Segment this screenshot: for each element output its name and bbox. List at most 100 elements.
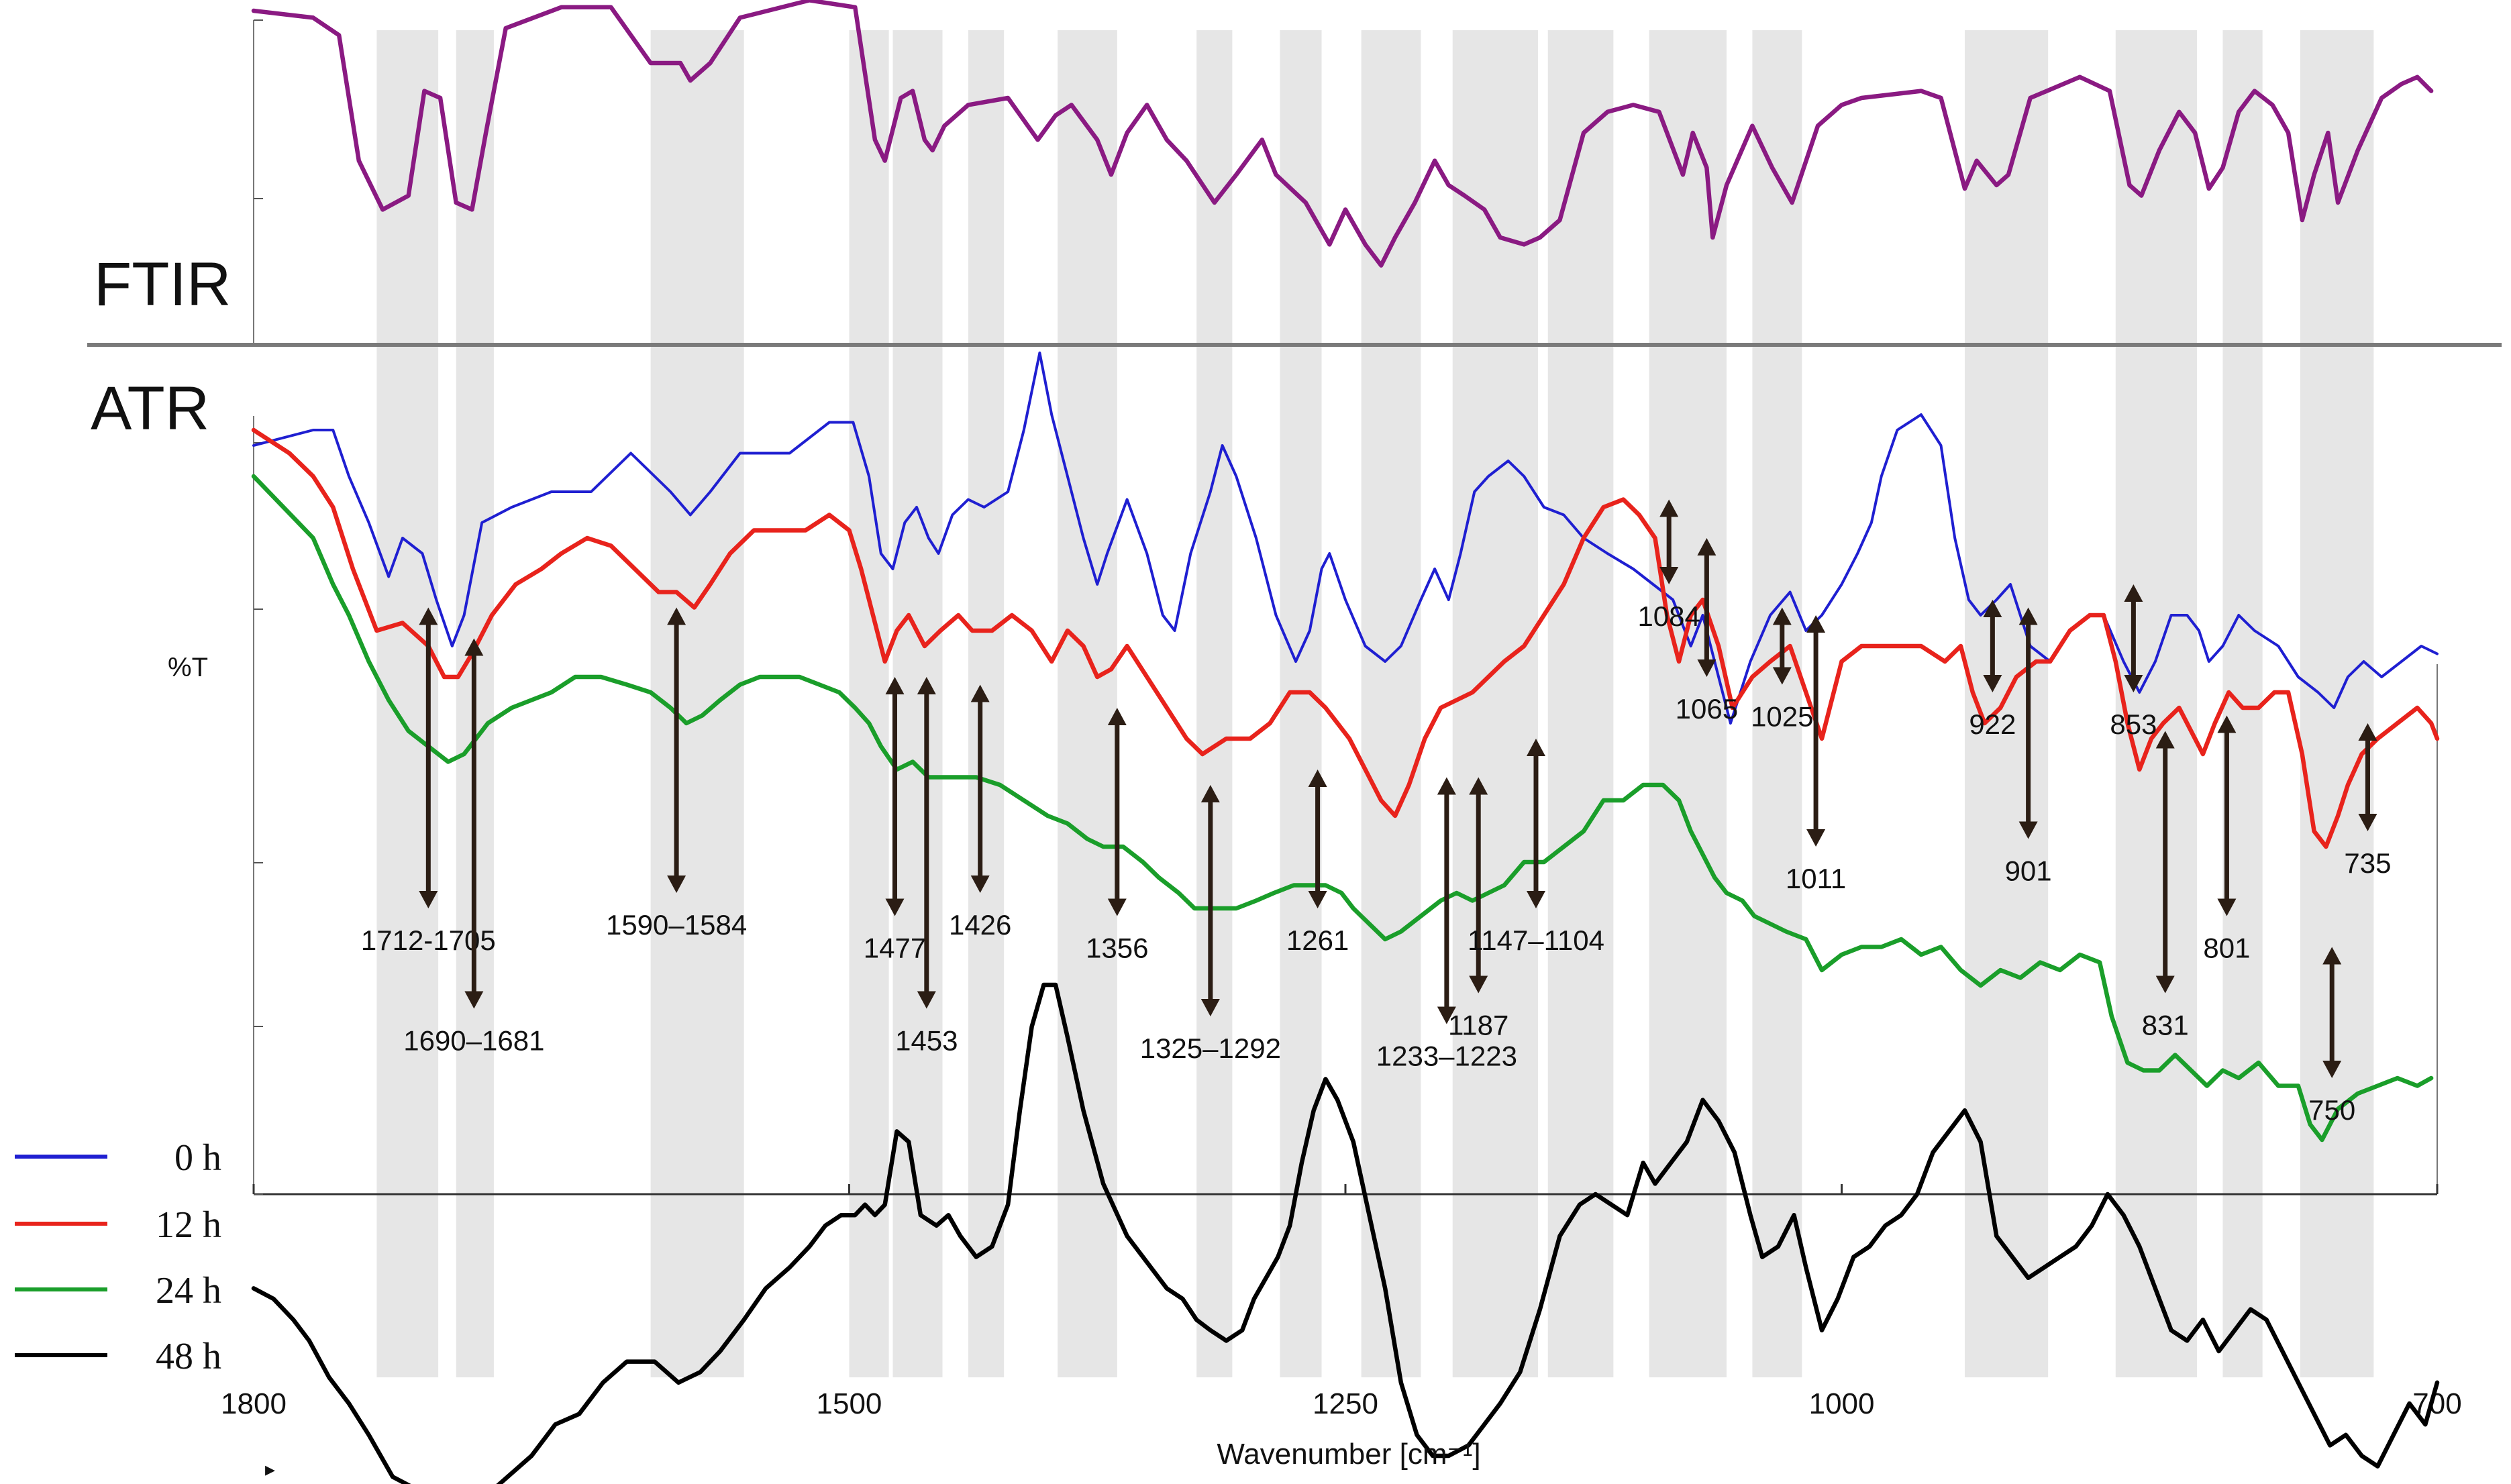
peak-label: 1147–1104 bbox=[1468, 924, 1604, 956]
section-label-ftir: FTIR bbox=[94, 250, 231, 319]
peak-arrow-head-down bbox=[1697, 659, 1716, 677]
peak-annotation-1233–1223: 1233–1223 bbox=[1376, 777, 1517, 1072]
peak-annotation-1011: 1011 bbox=[1786, 615, 1846, 894]
peak-arrow-head-up bbox=[2322, 947, 2342, 965]
peak-arrow-head-down bbox=[970, 876, 990, 893]
peak-arrow-head-up bbox=[1772, 607, 1792, 625]
shaded-band-10 bbox=[1361, 30, 1421, 1377]
peak-arrow-head-down bbox=[1308, 891, 1327, 908]
peak-annotation-1453: 1453 bbox=[895, 677, 958, 1057]
peak-arrow-head-up bbox=[1107, 708, 1127, 725]
x-axis-title: Wavenumber [cm⁻¹] bbox=[1217, 1438, 1480, 1471]
peak-arrow-head-up bbox=[2124, 584, 2143, 602]
shaded-band-17 bbox=[2222, 30, 2263, 1377]
peak-arrow-head-down bbox=[2124, 675, 2143, 692]
shaded-band-11 bbox=[1452, 30, 1538, 1377]
peak-arrow-head-down bbox=[1437, 1006, 1456, 1024]
shaded-band-9 bbox=[1280, 30, 1322, 1377]
peak-arrow-head-up bbox=[1308, 770, 1327, 787]
series-line-0-h bbox=[252, 352, 2439, 725]
corner-mark: ▸ bbox=[265, 1459, 275, 1481]
peak-annotation-1356: 1356 bbox=[1086, 708, 1149, 964]
peak-annotation-1084: 1084 bbox=[1637, 499, 1700, 632]
x-tick-label-1000: 1000 bbox=[1809, 1387, 1875, 1420]
peak-label: 1233–1223 bbox=[1376, 1041, 1517, 1072]
peak-annotation-922: 922 bbox=[1969, 600, 2016, 740]
peak-arrow-head-down bbox=[2322, 1061, 2342, 1078]
legend-label-12-h: 12 h bbox=[156, 1204, 221, 1246]
x-tick-label-700: 700 bbox=[2412, 1387, 2461, 1420]
section-label-atr: ATR bbox=[91, 374, 209, 443]
peak-arrow-head-up bbox=[885, 677, 905, 694]
peak-label: 831 bbox=[2142, 1010, 2189, 1041]
peak-label: 735 bbox=[2344, 847, 2391, 879]
peak-label: 922 bbox=[1969, 708, 2016, 740]
peak-annotation-1426: 1426 bbox=[949, 684, 1011, 941]
peak-annotation-1690–1681: 1690–1681 bbox=[403, 638, 544, 1057]
series-line-48-h bbox=[251, 982, 2440, 1484]
peak-arrow-head-down bbox=[419, 891, 438, 908]
peak-label: 1325–1292 bbox=[1140, 1032, 1281, 1064]
peak-arrow-head-down bbox=[2358, 814, 2377, 831]
peak-arrow-head-up bbox=[1526, 739, 1545, 756]
peak-arrow-head-up bbox=[2155, 731, 2175, 749]
legend-label-0-h: 0 h bbox=[174, 1137, 221, 1179]
peak-arrow-head-down bbox=[1659, 567, 1679, 584]
peak-annotation-1590–1584: 1590–1584 bbox=[606, 607, 747, 941]
peak-label: 1477 bbox=[864, 933, 926, 964]
peak-annotation-750: 750 bbox=[2308, 947, 2355, 1126]
peak-label: 1453 bbox=[895, 1025, 958, 1057]
peak-annotation-801: 801 bbox=[2203, 715, 2250, 964]
legend-label-24-h: 24 h bbox=[156, 1270, 221, 1312]
peak-arrow-head-down bbox=[1983, 675, 2002, 692]
peak-arrow-head-up bbox=[464, 638, 484, 656]
peak-arrow-head-up bbox=[1983, 600, 2002, 617]
peak-arrow-head-up bbox=[970, 684, 990, 702]
peak-annotation-831: 831 bbox=[2142, 731, 2189, 1041]
legend-label-48-h: 48 h bbox=[156, 1336, 221, 1377]
peak-annotation-1147–1104: 1147–1104 bbox=[1468, 739, 1604, 956]
peak-annotation-1325–1292: 1325–1292 bbox=[1140, 785, 1281, 1064]
peak-label: 1011 bbox=[1786, 863, 1846, 894]
shaded-band-6 bbox=[968, 30, 1005, 1377]
peak-arrow-head-down bbox=[917, 991, 936, 1009]
shaded-band-5 bbox=[892, 30, 943, 1377]
shaded-band-16 bbox=[2115, 30, 2198, 1377]
peak-annotation-901: 901 bbox=[2005, 607, 2052, 887]
peak-arrow-head-up bbox=[1697, 538, 1716, 555]
peak-arrow-head-up bbox=[1806, 615, 1826, 633]
series-line-12-h bbox=[251, 427, 2440, 849]
peak-label: 1690–1681 bbox=[403, 1025, 544, 1057]
shaded-band-7 bbox=[1058, 30, 1117, 1377]
peak-arrow-head-up bbox=[419, 607, 438, 625]
peak-label: 1084 bbox=[1637, 600, 1700, 632]
peak-label: 901 bbox=[2005, 855, 2052, 887]
series-lines bbox=[251, 0, 2440, 1484]
peak-arrow-head-down bbox=[2155, 975, 2175, 994]
peak-arrow-head-down bbox=[464, 991, 484, 1009]
peak-label: 1261 bbox=[1286, 924, 1349, 956]
peak-label: 1065 bbox=[1676, 693, 1738, 725]
x-tick-label-1250: 1250 bbox=[1313, 1387, 1378, 1420]
peak-arrow-head-up bbox=[2358, 723, 2377, 741]
peak-label: 1025 bbox=[1751, 701, 1813, 733]
peak-arrow-head-up bbox=[2217, 715, 2237, 733]
shaded-band-14 bbox=[1752, 30, 1802, 1377]
peak-label: 750 bbox=[2308, 1094, 2355, 1126]
peak-arrow-head-up bbox=[1437, 777, 1456, 795]
peak-arrow-head-down bbox=[1200, 999, 1220, 1016]
shaded-band-8 bbox=[1196, 30, 1233, 1377]
peak-arrow-head-up bbox=[1659, 499, 1679, 517]
x-tick-label-1800: 1800 bbox=[221, 1387, 287, 1420]
y-axis-label: %T bbox=[168, 653, 208, 682]
y-tick-marks bbox=[254, 19, 263, 1195]
shaded-band-12 bbox=[1547, 30, 1614, 1377]
shaded-band-13 bbox=[1649, 30, 1727, 1377]
shaded-band-4 bbox=[849, 30, 889, 1377]
x-tick-label-1500: 1500 bbox=[817, 1387, 882, 1420]
peak-arrow-head-down bbox=[2018, 821, 2038, 839]
peak-arrow-head-up bbox=[917, 677, 936, 694]
series-line-24-h bbox=[251, 474, 2434, 1143]
peak-annotation-1065: 1065 bbox=[1676, 538, 1738, 725]
peak-annotations: 1712-17051690–16811590–15841477145314261… bbox=[361, 499, 2392, 1126]
